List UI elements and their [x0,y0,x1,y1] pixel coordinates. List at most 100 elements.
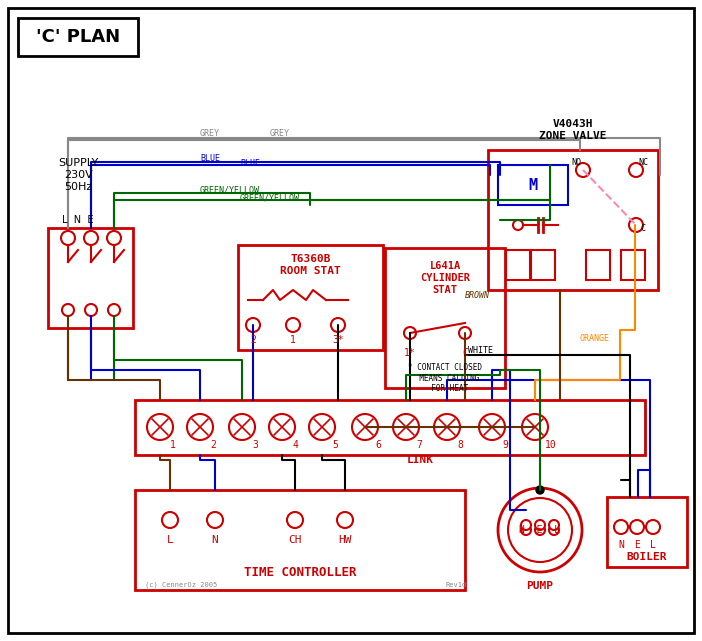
Text: 1: 1 [290,335,296,345]
Text: E: E [634,540,640,550]
Text: GREEN/YELLOW: GREEN/YELLOW [240,194,300,203]
Text: ORANGE: ORANGE [580,333,610,342]
Text: BOILER: BOILER [627,552,667,562]
Circle shape [162,512,178,528]
Text: L: L [166,535,173,545]
Text: V4043H
ZONE VALVE: V4043H ZONE VALVE [539,119,607,141]
Text: C: C [640,224,646,233]
Circle shape [535,525,545,535]
Text: (c) CennerOz 2005: (c) CennerOz 2005 [145,582,217,588]
Circle shape [207,512,223,528]
Bar [238,245,383,350]
Text: WHITE: WHITE [468,345,493,354]
Bar [18,18,138,56]
Text: 8: 8 [457,440,463,450]
Circle shape [229,414,255,440]
Circle shape [614,520,628,534]
Text: CH: CH [289,535,302,545]
Text: N: N [211,535,218,545]
Circle shape [646,520,660,534]
Circle shape [434,414,460,440]
Circle shape [521,520,531,530]
Text: L  N  E: L N E [62,215,94,225]
Circle shape [352,414,378,440]
Text: T6360B
ROOM STAT: T6360B ROOM STAT [280,254,341,276]
Text: 1: 1 [170,440,176,450]
Text: BLUE: BLUE [200,153,220,163]
Text: 2: 2 [210,440,216,450]
Bar [135,490,465,590]
Circle shape [479,414,505,440]
Text: C: C [462,348,468,358]
Circle shape [287,512,303,528]
Text: M: M [529,178,538,192]
Circle shape [286,318,300,332]
Bar [506,250,530,280]
Circle shape [521,525,531,535]
Circle shape [404,327,416,339]
Circle shape [459,327,471,339]
Text: 'C' PLAN: 'C' PLAN [36,28,120,46]
Bar [385,248,505,388]
Circle shape [187,414,213,440]
Text: 3: 3 [252,440,258,450]
Bar [607,497,687,567]
Circle shape [549,520,559,530]
Bar [135,400,645,455]
Text: NC: NC [638,158,648,167]
Text: N: N [618,540,624,550]
Circle shape [522,414,548,440]
Circle shape [549,525,559,535]
Circle shape [498,488,582,572]
Text: GREY: GREY [200,128,220,138]
Circle shape [535,520,545,530]
Circle shape [630,520,644,534]
Circle shape [62,304,74,316]
Circle shape [107,231,121,245]
Circle shape [269,414,295,440]
Text: L: L [650,540,656,550]
Bar [488,150,658,290]
Circle shape [513,220,523,230]
Circle shape [337,512,353,528]
Circle shape [536,486,544,494]
Text: 10: 10 [545,440,557,450]
Bar [586,250,610,280]
Text: GREEN/YELLOW: GREEN/YELLOW [200,185,260,194]
Text: 4: 4 [292,440,298,450]
Circle shape [246,318,260,332]
Text: NO: NO [571,158,581,167]
Text: N  E  L: N E L [519,525,561,535]
Text: SUPPLY
230V
50Hz: SUPPLY 230V 50Hz [58,158,98,192]
Circle shape [85,304,97,316]
Circle shape [147,414,173,440]
Text: 9: 9 [502,440,508,450]
Circle shape [84,231,98,245]
Bar [48,228,133,328]
Text: GREY: GREY [270,128,290,138]
Text: LINK: LINK [406,455,434,465]
Text: Rev1d: Rev1d [445,582,466,588]
Circle shape [108,304,120,316]
Circle shape [393,414,419,440]
Text: 6: 6 [375,440,381,450]
Circle shape [629,163,643,177]
Circle shape [508,498,572,562]
Text: 1*: 1* [404,348,416,358]
Text: 3*: 3* [332,335,344,345]
Bar [531,250,555,280]
Circle shape [61,231,75,245]
Circle shape [331,318,345,332]
Text: 2: 2 [250,335,256,345]
Text: * CONTACT CLOSED
  MEANS CALLING
  FOR HEAT: * CONTACT CLOSED MEANS CALLING FOR HEAT [408,363,482,393]
Text: PUMP: PUMP [526,581,553,591]
Bar [621,250,645,280]
Text: HW: HW [338,535,352,545]
Circle shape [576,163,590,177]
Circle shape [309,414,335,440]
Text: BROWN: BROWN [465,290,490,299]
Text: BLUE: BLUE [240,158,260,167]
Text: L641A
CYLINDER
STAT: L641A CYLINDER STAT [420,262,470,295]
Text: 5: 5 [332,440,338,450]
Circle shape [629,218,643,232]
